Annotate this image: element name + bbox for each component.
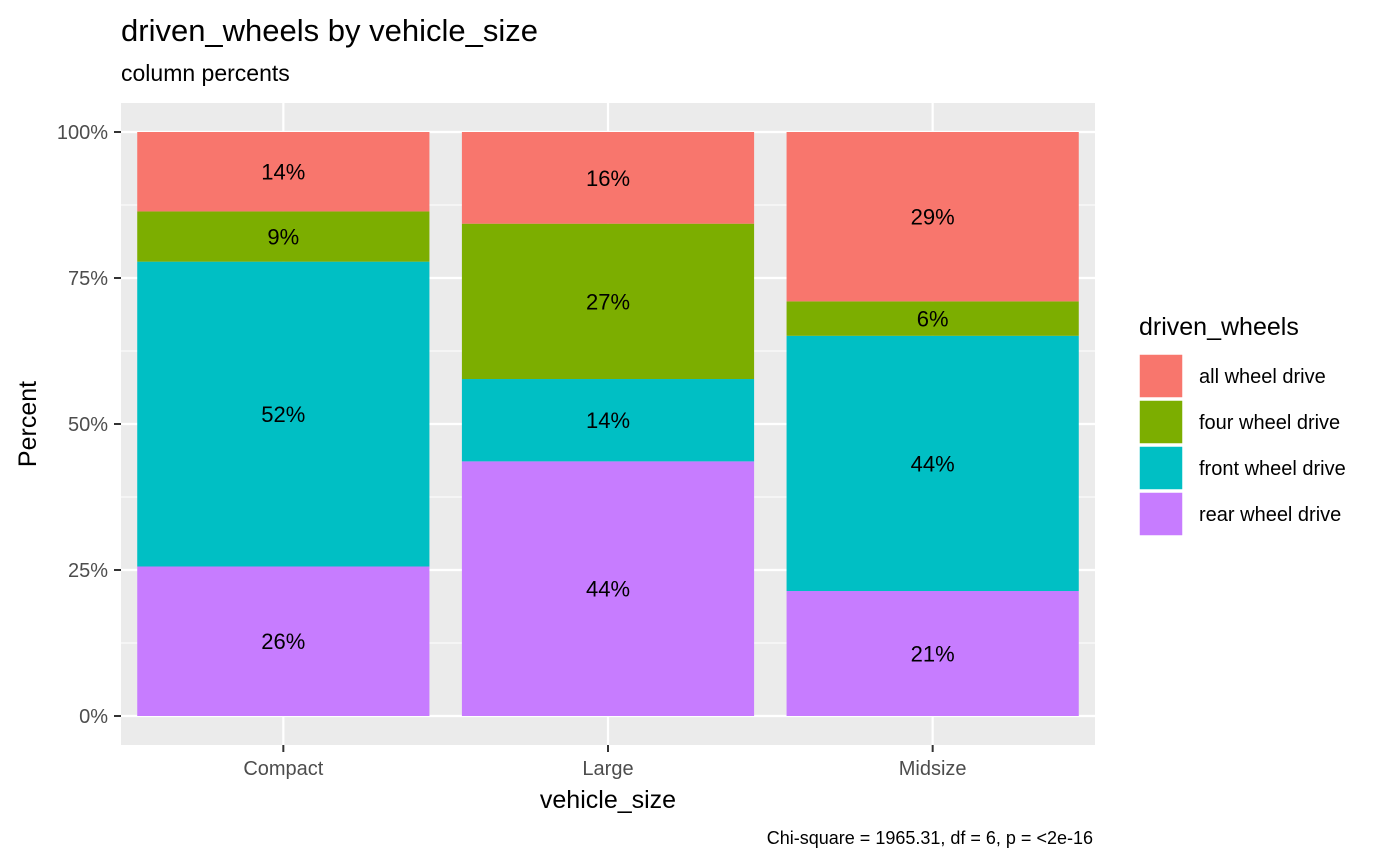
data-label: 14% [261,160,305,185]
bar-segment [137,132,430,212]
y-tick-label: 25% [68,560,108,582]
legend-label: four wheel drive [1199,412,1340,434]
data-label: 14% [586,408,630,433]
chart-caption: Chi-square = 1965.31, df = 6, p = <2e-16 [767,828,1093,848]
y-tick-label: 75% [68,268,108,290]
y-axis: 0% 25% 50% 75% 100% [57,122,121,728]
bar-segment [137,211,430,262]
data-label: 27% [586,289,630,314]
bar-segment [137,261,430,567]
data-label: 29% [911,205,955,230]
x-tick-label: Midsize [899,758,967,780]
legend-key [1138,445,1184,491]
bar-segment [461,132,755,224]
bars: 26% 52% 9% 14% 44% 14% 27% 16% 21% 44% 6% 29% [137,132,1079,716]
legend-label: front wheel drive [1199,458,1346,480]
y-tick-label: 0% [79,706,108,728]
data-label: 52% [261,402,305,427]
y-tick-label: 100% [57,122,108,144]
legend: driven_wheels all wheel drive four wheel … [1138,313,1346,537]
y-axis-title: Percent [14,381,42,467]
chart-title: driven_wheels by vehicle_size [121,13,538,48]
x-tick-label: Large [582,758,633,780]
bar-segment [461,223,755,380]
legend-key [1138,399,1184,445]
data-label: 21% [911,642,955,667]
bar-segment [786,335,1079,592]
data-label: 6% [917,307,949,332]
bar-segment [786,132,1079,302]
data-label: 44% [586,577,630,602]
data-label: 26% [261,629,305,654]
bar-segment [786,301,1079,336]
bar-segment [786,591,1079,716]
legend-label: all wheel drive [1199,366,1326,388]
x-axis: Compact Large Midsize [243,745,967,780]
data-label: 16% [586,166,630,191]
data-label: 44% [911,451,955,476]
bar-segment [461,461,755,716]
x-axis-title: vehicle_size [540,786,676,814]
legend-label: rear wheel drive [1199,504,1341,526]
chart-subtitle: column percents [121,60,290,86]
bar-segment [461,379,755,462]
legend-key [1138,353,1184,399]
y-tick-label: 50% [68,414,108,436]
legend-title: driven_wheels [1139,313,1299,341]
legend-key [1138,491,1184,537]
data-label: 9% [267,225,299,250]
x-tick-label: Compact [243,758,323,780]
bar-segment [137,566,430,716]
